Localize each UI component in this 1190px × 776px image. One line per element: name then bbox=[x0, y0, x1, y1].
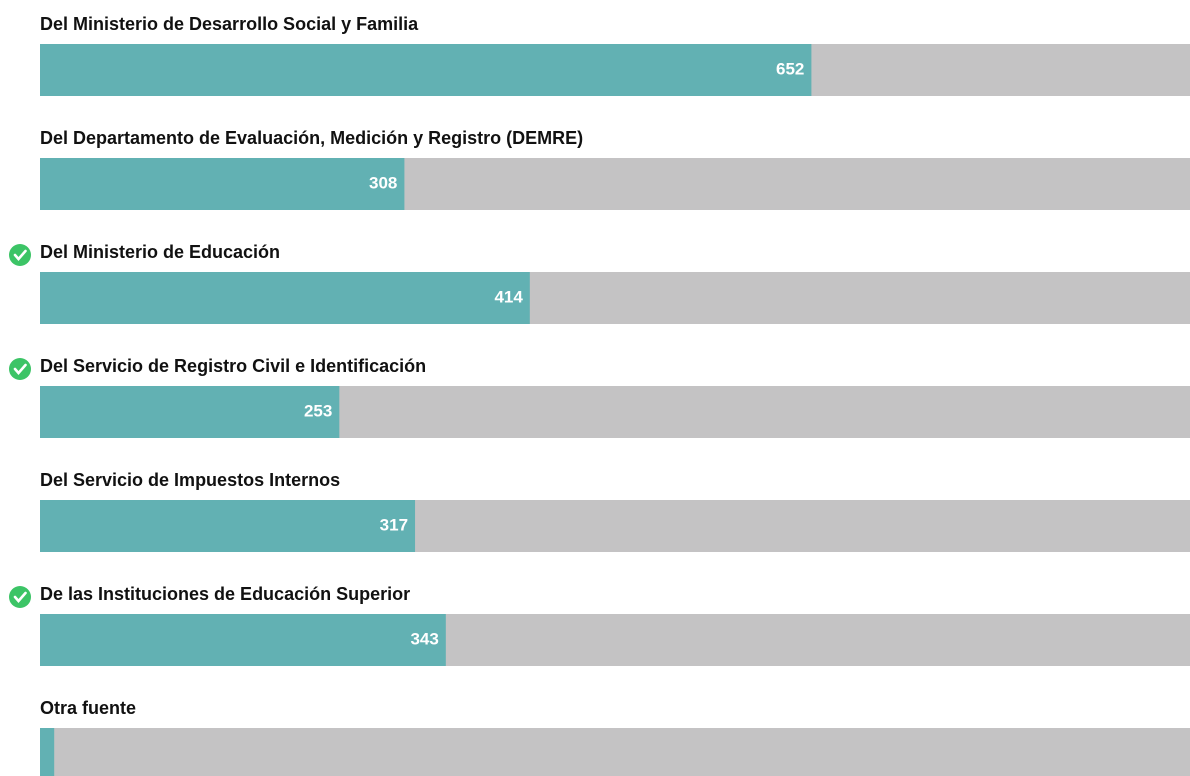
category-label: Del Departamento de Evaluación, Medición… bbox=[40, 128, 583, 148]
check-badge bbox=[9, 244, 31, 266]
check-icon bbox=[9, 358, 31, 380]
check-badge bbox=[9, 358, 31, 380]
check-tick bbox=[13, 249, 27, 261]
category-label: Del Ministerio de Desarrollo Social y Fa… bbox=[40, 14, 419, 34]
category-label: De las Instituciones de Educación Superi… bbox=[40, 584, 410, 604]
check-tick bbox=[13, 591, 27, 603]
category-label: Otra fuente bbox=[40, 698, 136, 718]
bar bbox=[40, 158, 405, 210]
check-icon bbox=[9, 244, 31, 266]
category-label: Del Servicio de Registro Civil e Identif… bbox=[40, 356, 426, 376]
category-label: Del Servicio de Impuestos Internos bbox=[40, 470, 340, 490]
check-badge bbox=[9, 586, 31, 608]
bar-track bbox=[40, 728, 1190, 776]
value-label: 652 bbox=[776, 59, 804, 78]
value-label: 414 bbox=[494, 287, 523, 306]
value-label: 343 bbox=[410, 629, 438, 648]
bar bbox=[40, 44, 812, 96]
value-label: 253 bbox=[304, 401, 332, 420]
bar bbox=[40, 614, 446, 666]
bar bbox=[40, 272, 530, 324]
value-label: 317 bbox=[380, 515, 408, 534]
check-icon bbox=[9, 586, 31, 608]
bar bbox=[40, 500, 416, 552]
bar bbox=[40, 728, 55, 776]
value-label: 308 bbox=[369, 173, 397, 192]
category-label: Del Ministerio de Educación bbox=[40, 242, 280, 262]
bar bbox=[40, 386, 340, 438]
check-tick bbox=[13, 363, 27, 375]
